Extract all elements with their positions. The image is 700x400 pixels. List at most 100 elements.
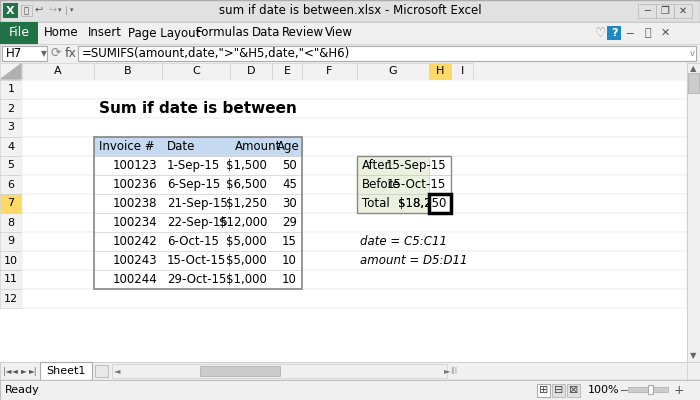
Text: ►|: ►| [29, 366, 38, 376]
Bar [22, 80, 687, 99]
Bar [78, 46, 696, 61]
Bar [94, 232, 302, 251]
Text: $5,000: $5,000 [226, 254, 267, 267]
Bar [357, 175, 429, 194]
Text: ▼: ▼ [41, 49, 47, 58]
Text: |||: ||| [450, 368, 457, 374]
Text: $1,500: $1,500 [226, 159, 267, 172]
Bar [687, 63, 700, 362]
Bar [0, 362, 700, 380]
Text: C: C [192, 66, 200, 76]
Text: Date: Date [167, 140, 195, 153]
Bar [94, 137, 302, 289]
Text: 10: 10 [4, 256, 18, 266]
Text: Insert: Insert [88, 26, 122, 40]
Text: 12: 12 [4, 294, 18, 304]
Bar [49, 47, 63, 60]
Bar [200, 366, 280, 376]
Bar [0, 289, 22, 308]
Text: $18,250: $18,250 [398, 197, 446, 210]
Bar [429, 194, 451, 213]
Bar [22, 137, 687, 156]
Text: 15-Oct-15: 15-Oct-15 [167, 254, 226, 267]
Text: 1-Sep-15: 1-Sep-15 [167, 159, 220, 172]
Bar [674, 4, 692, 18]
Text: 11: 11 [4, 274, 18, 284]
Bar [162, 63, 230, 80]
Text: F: F [326, 66, 332, 76]
Text: v: v [690, 49, 694, 58]
Text: ↩: ↩ [35, 6, 43, 16]
Bar [357, 194, 429, 213]
Text: 100123: 100123 [113, 159, 157, 172]
Text: Home: Home [44, 26, 78, 40]
Text: ⊞: ⊞ [539, 385, 549, 395]
Bar [429, 156, 451, 175]
Text: +: + [674, 384, 685, 396]
Text: 4: 4 [8, 142, 15, 152]
Bar [656, 4, 674, 18]
Text: 100244: 100244 [112, 273, 157, 286]
Bar [94, 213, 302, 232]
Text: 22-Sep-15: 22-Sep-15 [167, 216, 228, 229]
Text: ◄: ◄ [12, 366, 18, 376]
Bar [357, 156, 451, 213]
Bar [607, 26, 621, 40]
Bar [22, 118, 687, 137]
Bar [94, 251, 302, 270]
Bar [22, 270, 687, 289]
Text: ▼: ▼ [690, 352, 696, 360]
Text: 15: 15 [282, 235, 297, 248]
Text: Page Layout: Page Layout [128, 26, 200, 40]
Text: ♡: ♡ [595, 26, 606, 40]
Text: 1: 1 [8, 84, 15, 94]
Text: 100243: 100243 [113, 254, 157, 267]
Text: ❐: ❐ [661, 6, 669, 16]
Text: =SUMIFS(amount,date,">"&H5,date,"<"&H6): =SUMIFS(amount,date,">"&H5,date,"<"&H6) [82, 47, 350, 60]
Text: Amount: Amount [235, 140, 281, 153]
Text: 30: 30 [282, 197, 297, 210]
Bar [0, 22, 700, 44]
Bar [22, 63, 94, 80]
Text: ─: ─ [620, 385, 626, 395]
Bar [0, 194, 22, 213]
Text: 10: 10 [282, 273, 297, 286]
Bar [628, 387, 668, 392]
Text: date = C5:C11: date = C5:C11 [360, 235, 447, 248]
Bar [22, 156, 687, 175]
Bar [0, 63, 687, 80]
Text: B: B [124, 66, 132, 76]
Text: Formulas: Formulas [196, 26, 250, 40]
Text: ?: ? [610, 28, 617, 38]
Bar [648, 385, 653, 394]
Text: 50: 50 [282, 159, 297, 172]
Text: Invoice #: Invoice # [99, 140, 155, 153]
Text: 29: 29 [282, 216, 297, 229]
Bar [94, 63, 162, 80]
Bar [0, 63, 22, 80]
Bar [22, 194, 687, 213]
Text: ►: ► [21, 366, 27, 376]
Text: ─: ─ [644, 6, 650, 16]
Text: 21-Sep-15: 21-Sep-15 [167, 197, 228, 210]
Bar [94, 156, 302, 175]
Bar [552, 384, 565, 397]
Text: 100%: 100% [588, 385, 620, 395]
Text: 2: 2 [8, 104, 15, 114]
Text: ✕: ✕ [660, 28, 670, 38]
Text: Total: Total [362, 197, 390, 210]
Text: Data: Data [252, 26, 281, 40]
Bar [567, 384, 580, 397]
Bar [0, 63, 687, 362]
Bar [302, 63, 357, 80]
Text: $1,000: $1,000 [226, 273, 267, 286]
Bar [0, 0, 700, 22]
Text: H: H [436, 66, 445, 76]
Text: $1,250: $1,250 [226, 197, 267, 210]
Text: $12,000: $12,000 [218, 216, 267, 229]
Text: amount = D5:D11: amount = D5:D11 [360, 254, 468, 267]
Bar [94, 175, 302, 194]
Bar [22, 251, 687, 270]
Bar [0, 156, 22, 175]
Bar [112, 364, 447, 378]
